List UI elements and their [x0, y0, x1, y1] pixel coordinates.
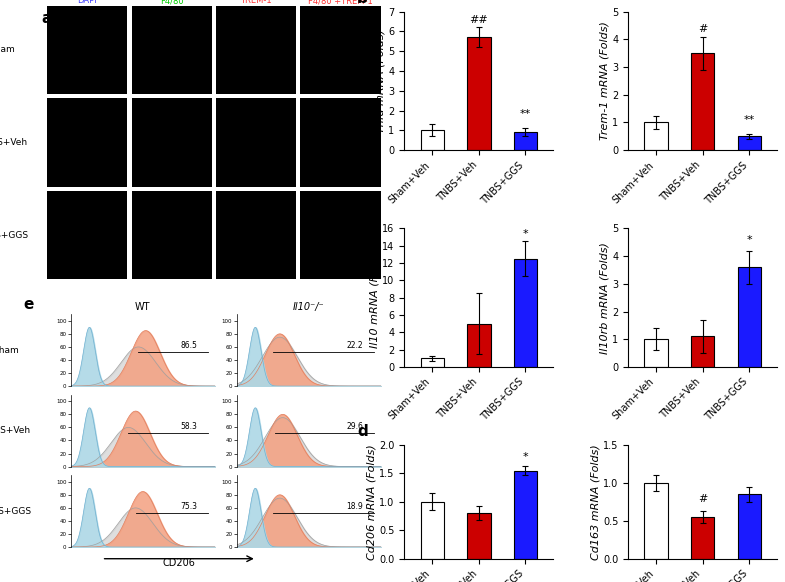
- Text: *: *: [747, 235, 752, 245]
- Bar: [738, 267, 761, 367]
- Y-axis label: Tnfa mRNA (Folds): Tnfa mRNA (Folds): [375, 29, 385, 133]
- Bar: [467, 513, 491, 559]
- Text: #: #: [698, 494, 707, 504]
- Bar: [421, 502, 444, 559]
- Text: b: b: [357, 0, 368, 6]
- Text: c: c: [357, 208, 366, 222]
- Text: CD206: CD206: [162, 558, 195, 568]
- Bar: [644, 483, 667, 559]
- Y-axis label: Trem-1 mRNA (Folds): Trem-1 mRNA (Folds): [599, 22, 609, 140]
- Bar: [514, 258, 537, 367]
- Bar: [691, 336, 714, 367]
- Text: 22.2: 22.2: [347, 341, 363, 350]
- Bar: [467, 324, 491, 367]
- Y-axis label: TNBS+Veh: TNBS+Veh: [0, 426, 30, 435]
- Text: 75.3: 75.3: [181, 502, 198, 511]
- Title: Il10⁻/⁻: Il10⁻/⁻: [293, 302, 324, 312]
- Text: **: **: [520, 108, 531, 119]
- Text: *: *: [523, 452, 528, 462]
- Y-axis label: TNBS+GGS: TNBS+GGS: [0, 507, 31, 516]
- Y-axis label: TNBS+Veh: TNBS+Veh: [0, 138, 27, 147]
- Y-axis label: Sham: Sham: [0, 45, 16, 55]
- Text: 58.3: 58.3: [181, 422, 198, 431]
- Bar: [738, 136, 761, 150]
- Title: WT: WT: [135, 302, 151, 312]
- Text: a: a: [41, 11, 52, 26]
- Y-axis label: Il10rb mRNA (Folds): Il10rb mRNA (Folds): [599, 242, 609, 354]
- Text: d: d: [357, 424, 368, 439]
- Text: *: *: [523, 229, 528, 239]
- Title: F4/80: F4/80: [160, 0, 184, 5]
- Bar: [467, 37, 491, 150]
- Text: 18.9: 18.9: [347, 502, 363, 511]
- Bar: [644, 339, 667, 367]
- Text: ##: ##: [469, 16, 488, 26]
- Bar: [691, 53, 714, 150]
- Y-axis label: Cd206 mRNA (Folds): Cd206 mRNA (Folds): [367, 444, 376, 560]
- Title: DAPI: DAPI: [78, 0, 97, 5]
- Text: 29.6: 29.6: [346, 422, 363, 431]
- Bar: [644, 122, 667, 150]
- Y-axis label: Cd163 mRNA (Folds): Cd163 mRNA (Folds): [590, 444, 600, 560]
- Y-axis label: Sham: Sham: [0, 346, 19, 354]
- Bar: [421, 130, 444, 150]
- Bar: [514, 132, 537, 150]
- Bar: [514, 471, 537, 559]
- Bar: [421, 359, 444, 367]
- Y-axis label: Il10 mRNA (Folds): Il10 mRNA (Folds): [370, 247, 379, 347]
- Bar: [738, 494, 761, 559]
- Text: 86.5: 86.5: [181, 341, 198, 350]
- Bar: [691, 517, 714, 559]
- Title: F4/80 +TREM-1: F4/80 +TREM-1: [309, 0, 373, 5]
- Text: **: **: [743, 115, 755, 125]
- Title: TREM-1: TREM-1: [240, 0, 272, 5]
- Text: e: e: [24, 297, 34, 311]
- Y-axis label: TNBS+GGS: TNBS+GGS: [0, 230, 28, 240]
- Text: #: #: [698, 24, 707, 34]
